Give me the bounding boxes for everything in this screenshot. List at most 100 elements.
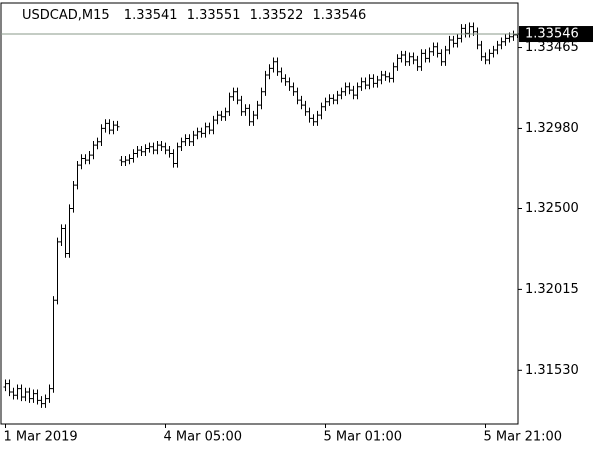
ohlc-bar: [487, 49, 492, 65]
ohlc-bar: [371, 74, 376, 88]
ohlc-bar: [111, 120, 116, 135]
ohlc-bar: [391, 62, 396, 83]
ohlc-bar: [431, 42, 436, 56]
ohlc-bar: [103, 119, 108, 133]
ohlc-bar: [483, 52, 488, 65]
ohlc-bar: [295, 87, 300, 105]
ohlc-bar: [191, 130, 196, 146]
ohlc-bar: [23, 387, 28, 402]
symbol: USDCAD,M15: [22, 8, 110, 23]
ohlc-bar: [11, 387, 16, 400]
ohlc-bar: [379, 70, 384, 85]
ohlc-bar: [387, 72, 392, 83]
ohlc-bar: [271, 57, 276, 73]
ohlc-bar: [375, 75, 380, 88]
ohlc-bar: [279, 67, 284, 83]
ohlc-bar: [351, 85, 356, 100]
ohlc-bar: [199, 127, 204, 138]
ohlc-bar: [223, 107, 228, 121]
ohlc-bar: [335, 90, 340, 105]
ohlc-bar: [235, 87, 240, 105]
ohlc-bar: [95, 137, 100, 150]
ohlc-bar: [511, 30, 516, 41]
ohlc-bar: [179, 137, 184, 151]
ohlc-bar: [399, 50, 404, 63]
ohlc-bar: [91, 140, 96, 160]
ohlc-bar: [255, 100, 260, 120]
ohlc-bar: [475, 27, 480, 50]
ohlc-bar: [407, 52, 412, 66]
ohlc-bar: [363, 77, 368, 90]
price-label: 1.33546: [525, 27, 579, 42]
ohlc-bar: [43, 394, 48, 408]
ohlc-bar: [187, 134, 192, 146]
price-label-box: [519, 26, 593, 43]
ohlc-bar: [459, 24, 464, 43]
chart-header: USDCAD,M15 1.33541 1.33551 1.33522 1.335…: [22, 8, 366, 23]
y-tick-label: 1.31530: [525, 363, 579, 378]
ohlc-bar: [63, 224, 68, 258]
ohlc-bar: [311, 114, 316, 126]
ohlc-bar: [27, 387, 32, 403]
ohlc-bar: [59, 224, 64, 247]
ohlc-bar: [411, 52, 416, 65]
ohlc-bar: [291, 82, 296, 96]
plot-frame: [0, 2, 519, 425]
ohlc-bar: [139, 145, 144, 156]
ohlc-bar: [83, 154, 88, 165]
x-tick-label: 4 Mar 05:00: [164, 430, 243, 445]
ohlc-bar: [39, 396, 44, 408]
ohlc-bar: [419, 49, 424, 71]
ohlc-bar: [423, 49, 428, 63]
ohlc-bar: [67, 204, 72, 258]
ohlc-bar: [299, 95, 304, 110]
ohlc-bar: [211, 115, 216, 135]
ohlc-bar: [51, 296, 56, 393]
x-tick-label: 5 Mar 21:00: [484, 430, 563, 445]
ohlc-bar: [207, 122, 212, 135]
ohlc-bar: [415, 55, 420, 71]
ohlc-bar: [439, 49, 444, 66]
ohlc-bar: [79, 154, 84, 170]
ohlc-bar: [499, 37, 504, 50]
ohlc-bar: [319, 102, 324, 120]
ohlc-bar: [239, 95, 244, 116]
ohlc-bar: [115, 120, 120, 131]
ohlc-bar: [275, 57, 280, 76]
ohlc-bar: [263, 70, 268, 96]
ohlc-bar: [231, 87, 236, 101]
ohlc-bar: [159, 140, 164, 151]
ohlc-bar: [495, 40, 500, 55]
y-tick-label: 1.32015: [525, 282, 579, 297]
y-tick-label: 1.32500: [525, 201, 579, 216]
last-high: 1.33551: [187, 8, 241, 23]
ohlc-bar: [151, 142, 156, 155]
x-tick-label: 5 Mar 01:00: [324, 430, 403, 445]
ohlc-bar: [19, 384, 24, 402]
ohlc-bar: [463, 24, 468, 38]
ohlc-bar: [47, 384, 52, 403]
ohlc-bar: [447, 35, 452, 55]
ohlc-bar: [403, 50, 408, 66]
ohlc-bar: [171, 149, 176, 168]
ohlc-bar: [155, 140, 160, 155]
ohlc-bar: [35, 389, 40, 405]
ohlc-bar: [99, 124, 104, 146]
last-close: 1.33546: [313, 8, 367, 23]
y-tick-label: 1.32980: [525, 121, 579, 136]
ohlc-bar: [55, 237, 60, 305]
last-open: 1.33541: [124, 8, 178, 23]
ohlc-bar: [395, 54, 400, 71]
ohlc-bar: [143, 144, 148, 156]
ohlc-bar: [203, 122, 208, 138]
ohlc-bar: [427, 47, 432, 63]
ohlc-bar: [367, 74, 372, 90]
ohlc-bar: [315, 110, 320, 126]
ohlc-bar: [451, 35, 456, 48]
ohlc-bar: [435, 42, 440, 58]
ohlc-bar: [359, 77, 364, 91]
ohlc-bar: [303, 100, 308, 116]
ohlc-bar: [251, 110, 256, 126]
ohlc-bar: [135, 145, 140, 158]
